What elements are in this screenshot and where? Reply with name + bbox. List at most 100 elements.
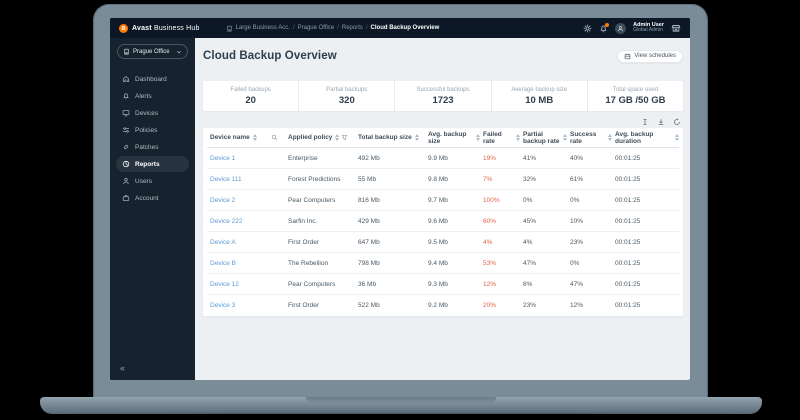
- stat-label: Partial backups: [326, 86, 368, 93]
- sort-icon: [516, 134, 520, 141]
- cell-policy: Forest Predictions: [288, 175, 341, 183]
- view-schedules-label: View schedules: [634, 53, 676, 59]
- cell-total: 647 Mb: [358, 238, 380, 246]
- column-header-partial-backup-rate[interactable]: Partial backup rate: [520, 131, 567, 145]
- cell-total: 522 Mb: [358, 302, 380, 309]
- cell-device: Device B: [207, 260, 285, 267]
- cell-partial: 45%: [523, 217, 537, 225]
- cell-avg: 9.8 Mb: [428, 175, 448, 183]
- cell-policy: First Order: [288, 302, 320, 309]
- device-link[interactable]: Device 3: [210, 302, 236, 309]
- column-header-avg-backup-duration[interactable]: Avg. backup duration: [612, 131, 679, 145]
- cell-success: 0%: [570, 259, 580, 267]
- sidebar-collapse-button[interactable]: «: [120, 363, 126, 373]
- cell-avg: 9.3 Mb: [428, 280, 448, 288]
- cell-success: 23%: [570, 238, 584, 246]
- user-role: Global Admin: [633, 27, 663, 34]
- sidebar-item-patches[interactable]: Patches: [116, 139, 189, 155]
- sidebar-item-reports[interactable]: Reports: [116, 156, 189, 172]
- breadcrumb-item[interactable]: Prague Office: [297, 25, 335, 31]
- home-icon: [122, 75, 130, 83]
- store-icon[interactable]: [671, 23, 681, 33]
- cell-success: 61%: [570, 175, 584, 183]
- column-header-total-backup-size[interactable]: Total backup size: [355, 134, 425, 141]
- column-header-applied-policy[interactable]: Applied policy: [285, 134, 355, 141]
- cell-duration: 00:01:25: [615, 280, 641, 288]
- user-avatar[interactable]: [615, 22, 627, 34]
- device-link[interactable]: Device A: [210, 238, 236, 246]
- pie-chart-icon: [122, 160, 130, 168]
- cell-failed: 100%: [483, 196, 500, 204]
- column-header-failed-rate[interactable]: Failed rate: [480, 131, 520, 145]
- download-button[interactable]: [657, 118, 665, 126]
- view-schedules-button[interactable]: View schedules: [617, 49, 683, 63]
- sidebar-item-label: Devices: [135, 109, 159, 117]
- cell-avg: 9.5 Mb: [428, 238, 448, 246]
- user-menu[interactable]: Admin User Global Admin: [633, 22, 664, 34]
- cell-policy: Pear Computers: [288, 196, 336, 204]
- calendar-icon: [625, 53, 631, 59]
- cell-failed: 53%: [483, 259, 497, 267]
- cell-policy: First Order: [288, 238, 320, 246]
- device-link[interactable]: Device 12: [210, 280, 239, 288]
- cell-avg: 9.4 Mb: [428, 259, 448, 267]
- filter-icon[interactable]: [341, 134, 348, 141]
- sidebar-item-devices[interactable]: Devices: [116, 105, 189, 121]
- sidebar-item-account[interactable]: Account: [116, 190, 189, 206]
- stat-value: 17 GB /50 GB: [605, 94, 666, 106]
- cell-total: 492 Mb: [358, 154, 380, 162]
- cell-success: 40%: [570, 154, 584, 162]
- sidebar-item-alerts[interactable]: Alerts: [116, 88, 189, 104]
- sort-icon: [335, 134, 340, 141]
- cell-device: Device 12: [207, 281, 285, 288]
- column-label: Avg. backup size: [428, 130, 467, 145]
- sidebar-item-label: Alerts: [135, 92, 152, 100]
- cell-avg: 9.6 Mb: [428, 217, 448, 225]
- table-row: Device 3 First Order 522 Mb 9.2 Mb 20% 23% 12%…: [207, 295, 679, 316]
- column-header-avg-backup-size[interactable]: Avg. backup size: [425, 131, 480, 145]
- cell-policy: Pear Computers: [288, 280, 336, 288]
- device-link[interactable]: Device 111: [210, 175, 242, 183]
- laptop-base-shadow: [46, 414, 756, 417]
- sort-icon: [675, 134, 679, 141]
- stat-value: 10 MB: [525, 94, 554, 106]
- column-label: Partial backup rate: [523, 130, 560, 145]
- breadcrumb-item[interactable]: Large Business Acc.: [235, 25, 290, 31]
- page-title: Cloud Backup Overview: [203, 50, 337, 62]
- breadcrumb-item[interactable]: Reports: [341, 25, 363, 31]
- sidebar-item-users[interactable]: Users: [116, 173, 189, 189]
- cell-device: Device A: [207, 239, 285, 246]
- settings-gear-icon[interactable]: [583, 24, 592, 33]
- refresh-button[interactable]: [673, 117, 681, 126]
- laptop-lid-notch: [306, 397, 496, 403]
- stat-partial-backups: Partial backups 320: [298, 81, 394, 111]
- breadcrumb-current: Cloud Backup Overview: [370, 25, 440, 31]
- column-label: Applied policy: [288, 134, 333, 141]
- cell-partial: 4%: [523, 238, 533, 246]
- column-header-device-name[interactable]: Device name: [207, 134, 285, 141]
- app-window: a Avast Business Hub Large Business Acc.…: [110, 18, 690, 380]
- topbar-actions: Admin User Global Admin: [583, 22, 681, 34]
- backup-report-table: Device name Applied po: [203, 128, 683, 316]
- notifications-icon[interactable]: [599, 22, 610, 33]
- cell-device: Device 222: [207, 218, 285, 225]
- building-icon: [226, 25, 232, 31]
- cell-avg: 9.2 Mb: [428, 302, 448, 309]
- sidebar-item-policies[interactable]: Policies: [116, 122, 189, 138]
- sidebar-item-label: Patches: [135, 143, 159, 151]
- device-link[interactable]: Device B: [210, 259, 237, 267]
- column-settings-button[interactable]: [641, 118, 649, 126]
- sidebar-item-dashboard[interactable]: Dashboard: [116, 71, 189, 87]
- column-header-success-rate[interactable]: Success rate: [567, 131, 612, 145]
- device-link[interactable]: Device 2: [210, 196, 236, 204]
- sidebar-item-label: Account: [135, 194, 159, 202]
- cell-partial: 41%: [523, 154, 537, 162]
- search-icon[interactable]: [271, 134, 278, 141]
- device-link[interactable]: Device 222: [210, 217, 243, 225]
- main-content: Cloud Backup Overview View schedules: [195, 38, 690, 380]
- cell-device: Device 1: [207, 155, 285, 162]
- site-selector-dropdown[interactable]: Prague Office: [117, 44, 188, 59]
- sidebar: Prague Office Dashboard: [110, 38, 195, 380]
- device-link[interactable]: Device 1: [210, 154, 236, 162]
- patch-icon: [123, 144, 129, 150]
